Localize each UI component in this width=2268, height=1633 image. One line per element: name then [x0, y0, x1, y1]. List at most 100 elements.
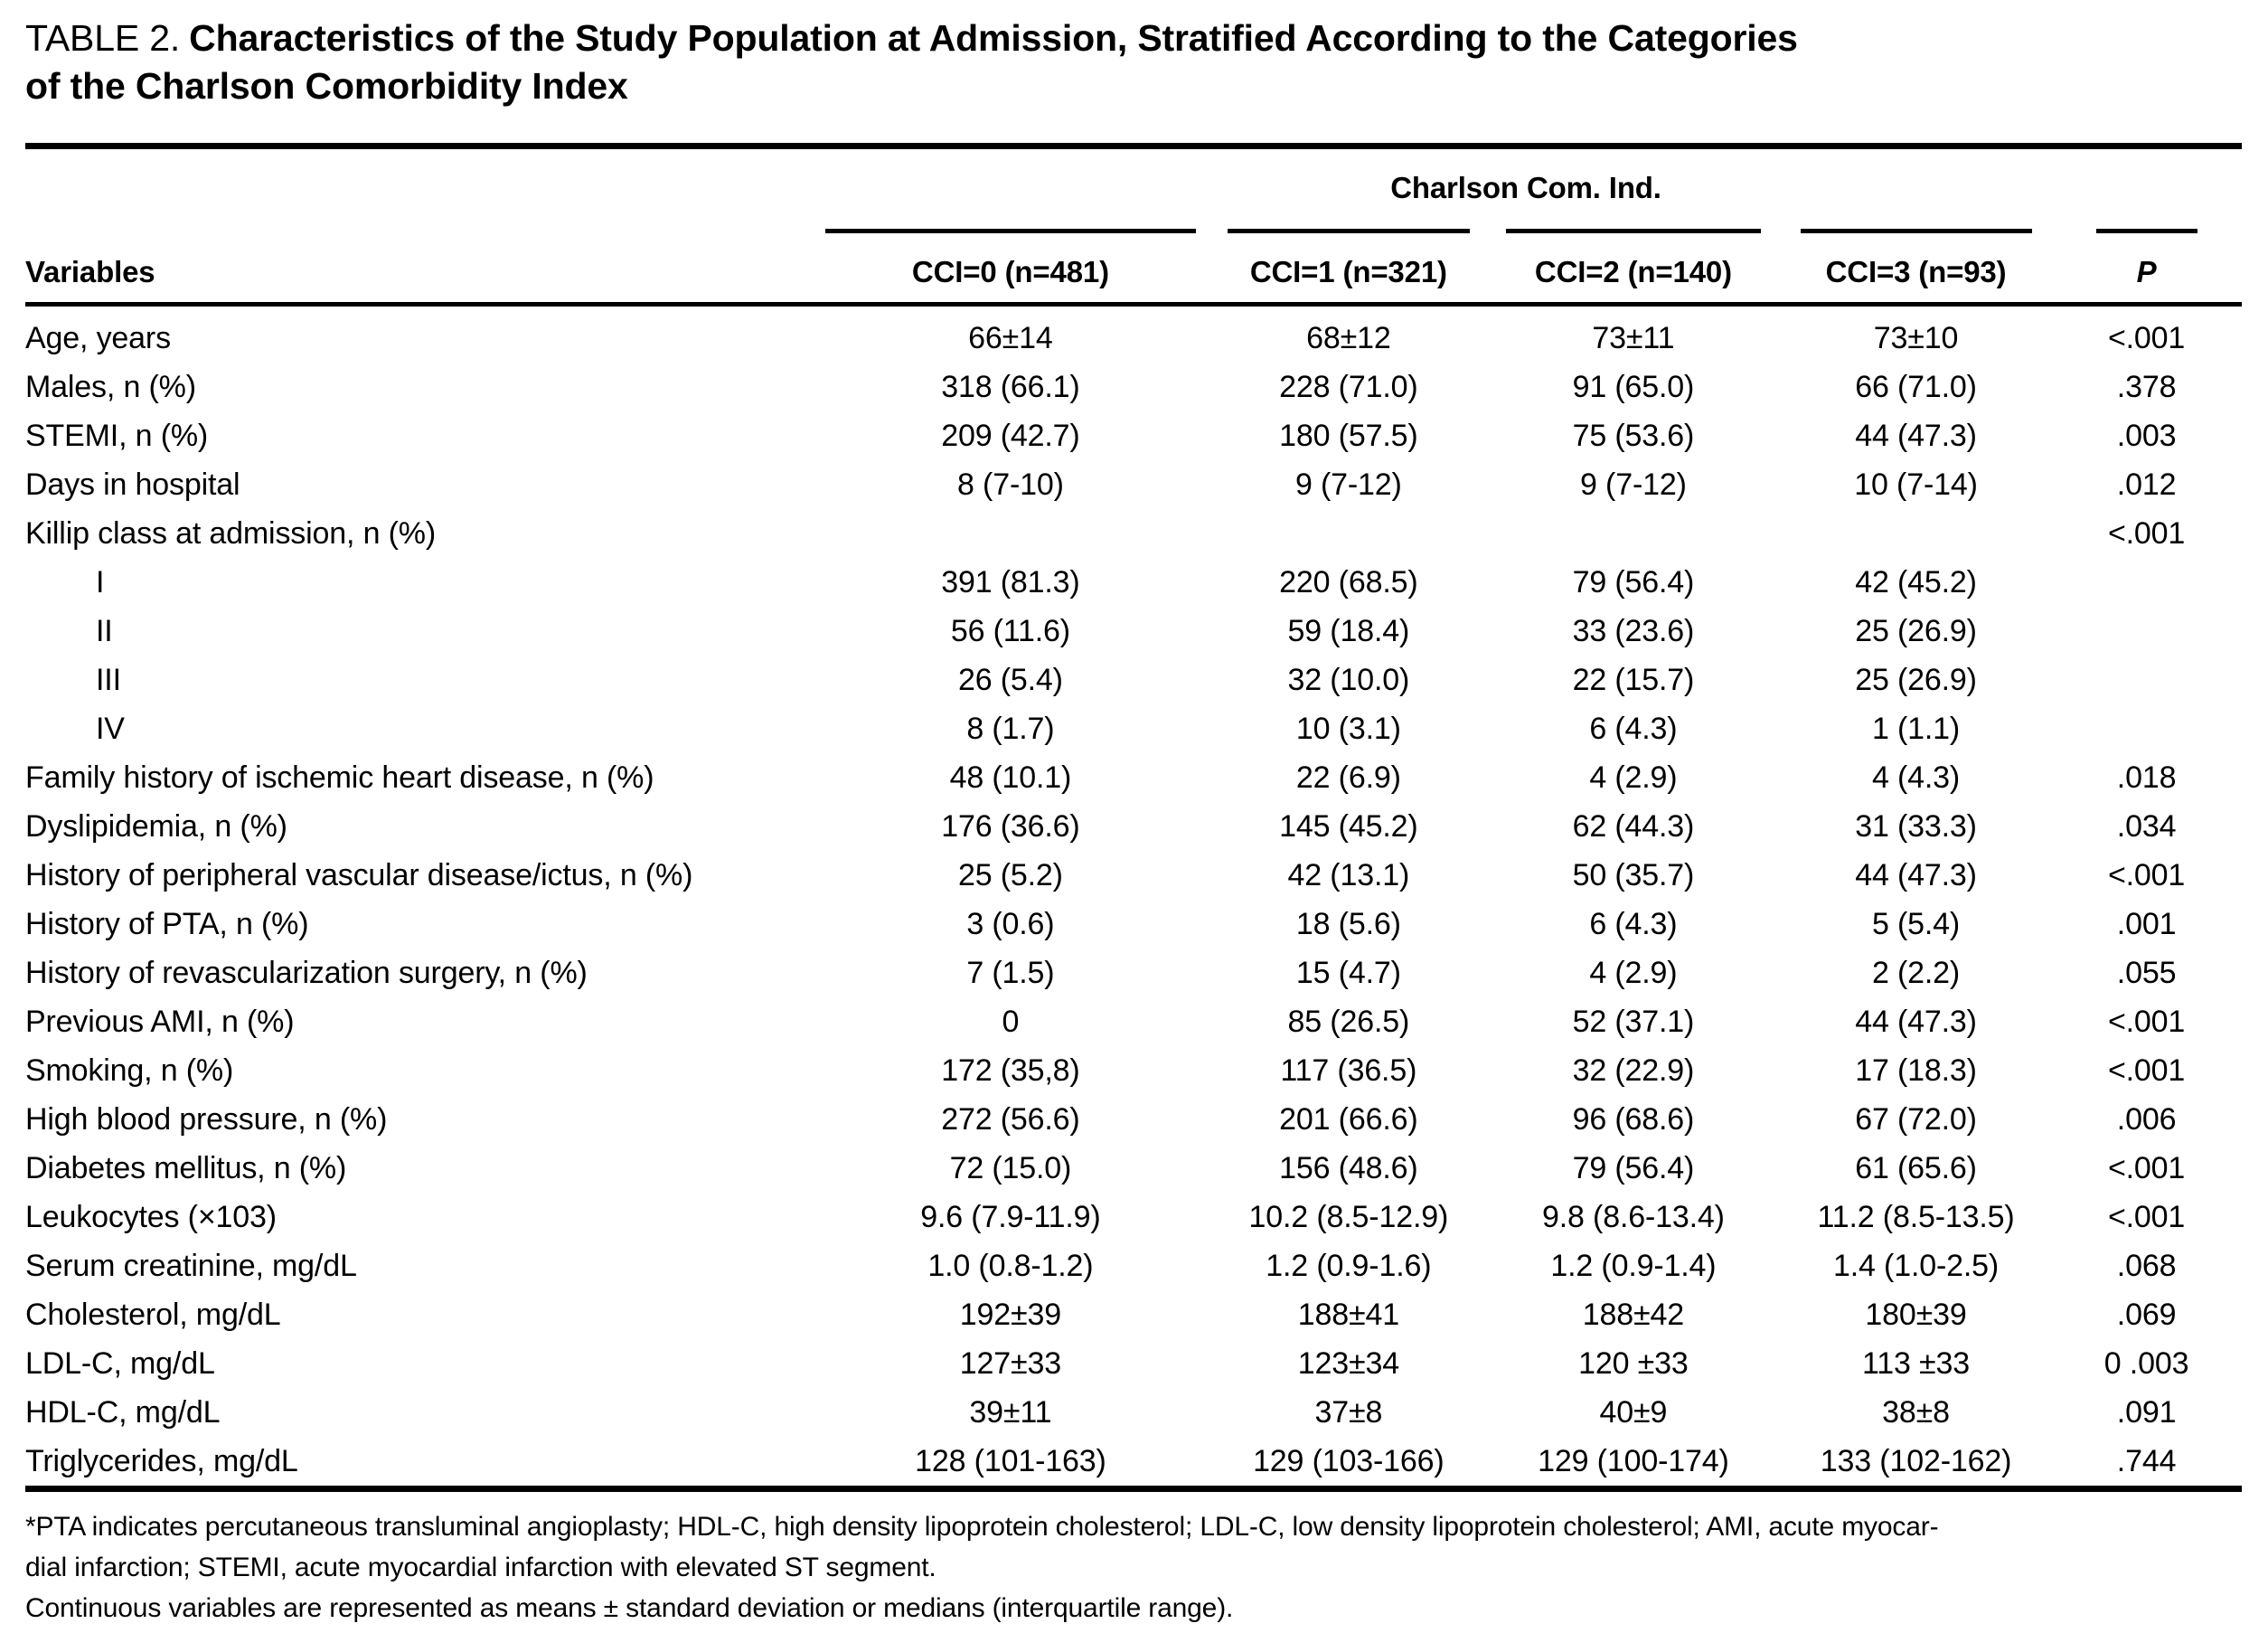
row-value: 17 (18.3) — [1855, 1052, 1977, 1088]
table-row: I 391 (81.3) 220 (68.5) 79 (56.4) 42 (45… — [25, 558, 2242, 607]
row-value: 9 (7-12) — [1294, 467, 1402, 502]
table-row: Males, n (%) 318 (66.1) 228 (71.0) 91 (6… — [25, 363, 2242, 411]
row-value: .744 — [2116, 1443, 2177, 1478]
row-value: 1.2 (0.9-1.4) — [1550, 1248, 1717, 1283]
row-value: <.001 — [2107, 1150, 2186, 1185]
row-value: 85 (26.5) — [1287, 1004, 1410, 1039]
row-value: .003 — [2116, 418, 2177, 453]
table-row: Serum creatinine, mg/dL 1.0 (0.8-1.2) 1.… — [25, 1241, 2242, 1290]
row-value: 50 (35.7) — [1572, 857, 1695, 892]
row-value: 133 (102-162) — [1820, 1443, 2012, 1478]
row-value: <.001 — [2107, 1199, 2186, 1234]
row-value: 59 (18.4) — [1287, 613, 1410, 648]
row-value: 391 (81.3) — [941, 564, 1080, 599]
footnotes: *PTA indicates percutaneous transluminal… — [25, 1506, 2242, 1628]
row-value: 26 (5.4) — [957, 662, 1063, 697]
row-label: Smoking, n (%) — [25, 1052, 234, 1088]
row-label: Males, n (%) — [25, 369, 196, 404]
row-value: 228 (71.0) — [1279, 369, 1418, 404]
row-label: Triglycerides, mg/dL — [25, 1443, 298, 1478]
row-value: .068 — [2116, 1248, 2177, 1283]
row-value: 52 (37.1) — [1572, 1004, 1695, 1039]
row-label: History of PTA, n (%) — [25, 906, 309, 941]
table-title: TABLE 2. Characteristics of the Study Pop… — [25, 14, 2242, 110]
row-value: 11.2 (8.5-13.5) — [1817, 1199, 2015, 1234]
row-value: .069 — [2116, 1297, 2177, 1332]
row-value: 44 (47.3) — [1855, 418, 1977, 453]
row-value: 129 (103-166) — [1253, 1443, 1445, 1478]
row-value: 3 (0.6) — [966, 906, 1055, 941]
row-label: History of peripheral vascular disease/i… — [25, 857, 693, 892]
row-value: 32 (10.0) — [1287, 662, 1410, 697]
bottom-rule — [25, 1486, 2242, 1492]
row-value: 56 (11.6) — [950, 613, 1070, 648]
col-header-cci1: CCI=1 (n=321) — [1210, 229, 1486, 307]
table-row: HDL-C, mg/dL 39±11 37±8 40±9 38±8 .091 — [25, 1388, 2242, 1437]
row-value: 123±34 — [1297, 1345, 1399, 1381]
row-value: 7 (1.5) — [966, 955, 1055, 990]
row-value: 38±8 — [1882, 1394, 1950, 1430]
row-label: Family history of ischemic heart disease… — [25, 760, 654, 795]
row-value — [2051, 558, 2242, 607]
row-label: II — [96, 613, 113, 648]
row-value: .034 — [2116, 808, 2177, 844]
footnote-continuous-variables: Continuous variables are represented as … — [25, 1593, 1234, 1623]
table-row: Family history of ischemic heart disease… — [25, 753, 2242, 802]
row-value: 5 (5.4) — [1871, 906, 1961, 941]
row-value: 31 (33.3) — [1855, 808, 1977, 844]
row-value: 61 (65.6) — [1855, 1150, 1977, 1185]
row-value: 44 (47.3) — [1855, 1004, 1977, 1039]
table-row: Age, years 66±14 68±12 73±11 73±10 <.001 — [25, 305, 2242, 363]
row-value: 4 (2.9) — [1589, 955, 1678, 990]
row-value: 15 (4.7) — [1295, 955, 1401, 990]
row-value: 201 (66.6) — [1279, 1101, 1418, 1137]
spanner-rule-segment — [1800, 229, 2032, 233]
row-value: 79 (56.4) — [1572, 1150, 1695, 1185]
column-header-row: Variables CCI=0 (n=481) CCI=1 (n=321) CC… — [25, 229, 2242, 307]
row-value — [2051, 656, 2242, 704]
table-row: IV 8 (1.7) 10 (3.1) 6 (4.3) 1 (1.1) — [25, 704, 2242, 753]
table-number-label: TABLE 2. — [25, 17, 181, 59]
row-value: 40±9 — [1599, 1394, 1668, 1430]
row-value: 145 (45.2) — [1279, 808, 1418, 844]
spanner-rule-segment — [1505, 229, 1761, 233]
row-label: History of revascularization surgery, n … — [25, 955, 588, 990]
row-value: 96 (68.6) — [1572, 1101, 1695, 1137]
row-value: 10 (7-14) — [1854, 467, 1978, 502]
row-value: .378 — [2116, 369, 2177, 404]
row-label: Leukocytes (×103) — [25, 1199, 277, 1234]
table-body: Age, years 66±14 68±12 73±11 73±10 <.001… — [25, 305, 2242, 1487]
row-value: 188±41 — [1297, 1297, 1399, 1332]
row-value: 75 (53.6) — [1572, 418, 1695, 453]
row-value: .018 — [2116, 760, 2177, 795]
row-label: Age, years — [25, 320, 171, 355]
row-value: 1.4 (1.0-2.5) — [1832, 1248, 2000, 1283]
row-value: 180 (57.5) — [1279, 418, 1418, 453]
footnote-abbreviations-line1: *PTA indicates percutaneous transluminal… — [25, 1512, 1939, 1542]
row-value — [810, 509, 1211, 558]
row-label: Previous AMI, n (%) — [25, 1004, 295, 1039]
row-value: 127±33 — [959, 1345, 1062, 1381]
table-row: Previous AMI, n (%) 0 85 (26.5) 52 (37.1… — [25, 997, 2242, 1046]
spanner-empty-cell — [25, 149, 810, 229]
row-label: LDL-C, mg/dL — [25, 1345, 215, 1381]
row-label: HDL-C, mg/dL — [25, 1394, 221, 1430]
table-row: Killip class at admission, n (%) <.001 — [25, 509, 2242, 558]
row-value — [1781, 509, 2051, 558]
row-value: 25 (5.2) — [957, 857, 1063, 892]
row-value: 6 (4.3) — [1589, 906, 1678, 941]
row-value: 22 (15.7) — [1572, 662, 1695, 697]
row-label: Killip class at admission, n (%) — [25, 515, 437, 551]
row-value: 156 (48.6) — [1279, 1150, 1418, 1185]
row-value: 42 (13.1) — [1287, 857, 1410, 892]
spanner-rule-segment — [2095, 229, 2197, 233]
row-value: .012 — [2116, 467, 2177, 502]
variables-header: Variables — [25, 229, 811, 307]
table-row: Diabetes mellitus, n (%) 72 (15.0) 156 (… — [25, 1144, 2242, 1193]
row-value: 318 (66.1) — [941, 369, 1080, 404]
table-header: Charlson Com. Ind. Variables CCI=0 (n=48… — [25, 149, 2242, 307]
row-value: 0 — [1002, 1004, 1020, 1039]
row-value: 73±11 — [1592, 320, 1675, 355]
table-row: History of PTA, n (%) 3 (0.6) 18 (5.6) 6… — [25, 900, 2242, 949]
table-row: Dyslipidemia, n (%) 176 (36.6) 145 (45.2… — [25, 802, 2242, 851]
